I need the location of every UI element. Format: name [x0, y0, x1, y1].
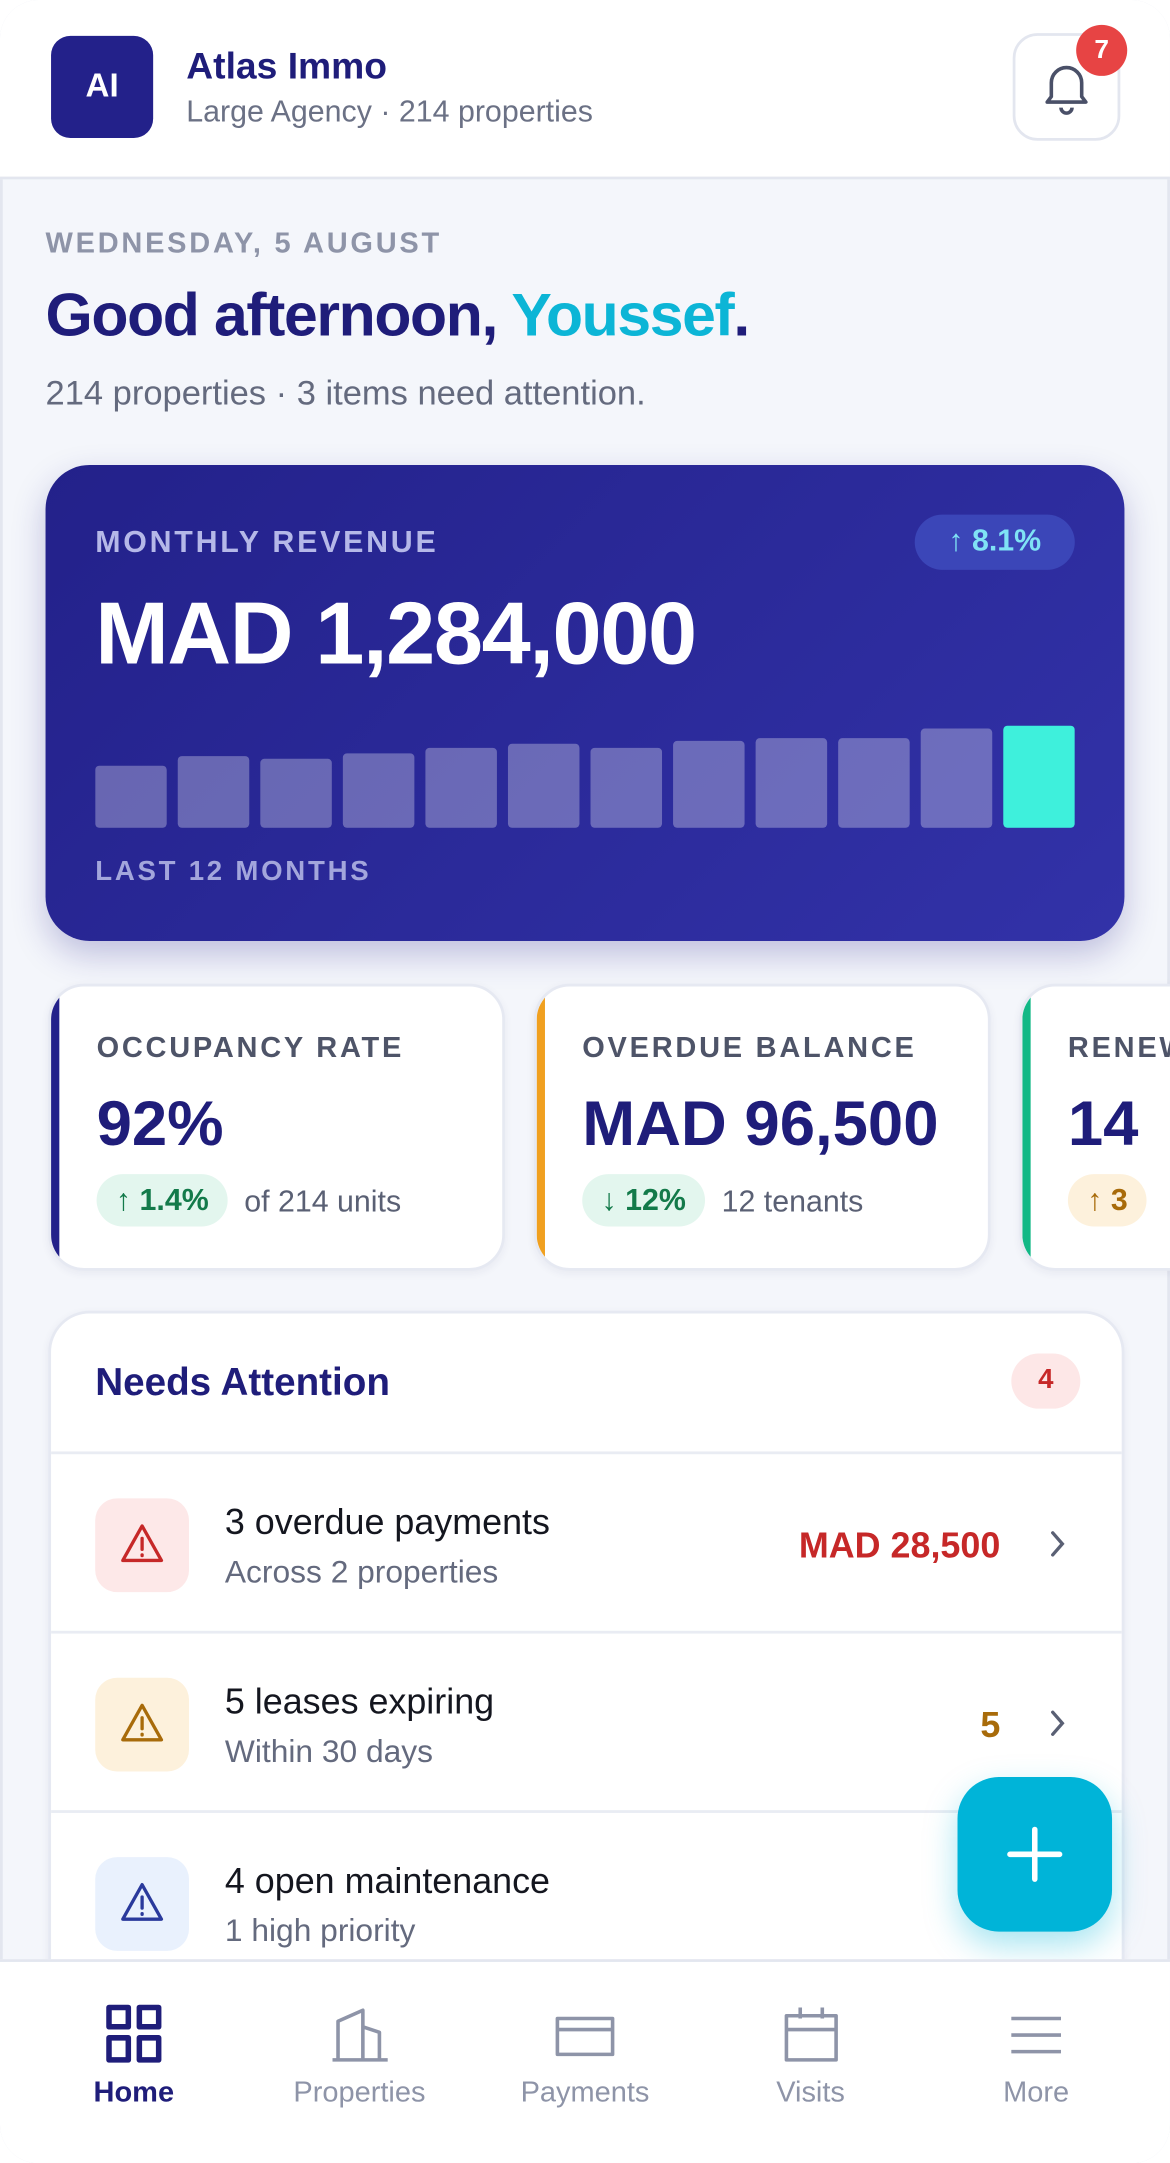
kpi-accent [536, 986, 545, 1268]
chevron [1051, 1531, 1065, 1557]
bar [838, 738, 910, 828]
bar [260, 758, 332, 828]
attention-item[interactable]: 3 overdue payments Across 2 properties MAD… [51, 1451, 1122, 1633]
agency-name: Atlas Immo [186, 45, 388, 87]
item-subtitle: Within 30 days [224, 1732, 434, 1769]
item-value: MAD 28,500 [798, 1524, 1001, 1566]
warning-glyph [121, 1524, 164, 1563]
item-value: 5 [980, 1703, 1001, 1746]
nav-label[interactable]: Visits [776, 2076, 845, 2109]
revenue-chart [95, 725, 1075, 828]
nav-label[interactable]: More [1003, 2076, 1070, 2109]
nav-label[interactable]: Properties [293, 2076, 426, 2109]
chevron-path [1051, 1531, 1065, 1557]
nav-icon[interactable] [325, 2001, 394, 2070]
item-title: 5 leases expiring [224, 1680, 495, 1722]
item-subtitle: Across 2 properties [224, 1553, 499, 1590]
plus-icon [1007, 1826, 1063, 1882]
notification-badge: 7 [1076, 24, 1128, 76]
attention-item[interactable]: 4 open maintenance 1 high priority [51, 1810, 1122, 1992]
kpi-card[interactable]: RENEWALS 14 ↑ 3 [1019, 983, 1170, 1271]
chevron-path [1051, 1710, 1065, 1736]
warning-icon [121, 1883, 164, 1921]
kpi-label: RENEWALS [1067, 1032, 1170, 1064]
header [0, 0, 1170, 180]
bell-icon [1045, 65, 1088, 115]
kpi-change: ↑ 3 [1067, 1174, 1148, 1227]
revenue-label: MONTHLY REVENUE [95, 524, 439, 559]
attention-item[interactable]: 5 leases expiring Within 30 days 5 [51, 1630, 1122, 1813]
bar [342, 753, 415, 828]
nav-icon-path [555, 2016, 615, 2057]
nav-icon-path [331, 2008, 388, 2062]
bar [673, 740, 745, 828]
nav-icon[interactable] [1002, 2001, 1071, 2070]
kpi-note: of 214 units [244, 1183, 402, 1219]
warning-glyph [121, 1703, 164, 1742]
revenue-footer: LAST 12 MONTHS [95, 856, 372, 888]
kpi-value: MAD 96,500 [582, 1087, 939, 1159]
attention-count: 4 [1011, 1353, 1081, 1409]
warning-icon [121, 1703, 164, 1742]
avatar: AI [51, 35, 154, 138]
item-subtitle: 1 high priority [224, 1912, 416, 1949]
kpi-card[interactable]: OCCUPANCY RATE 92% ↑ 1.4% of 214 units [48, 983, 505, 1271]
kpi-value: 14 [1067, 1087, 1139, 1159]
bottom-nav [0, 1959, 1170, 2163]
revenue-value: MAD 1,284,000 [95, 583, 697, 683]
alert-icon [95, 1498, 190, 1593]
kpi-label: OCCUPANCY RATE [96, 1032, 405, 1064]
chevron [1051, 1710, 1065, 1736]
nav-label[interactable]: Payments [520, 2076, 650, 2109]
bar [1003, 725, 1075, 828]
nav-icon-path [106, 2004, 162, 2063]
kpi-note: 12 tenants [721, 1183, 864, 1219]
kpi-value: 92% [96, 1087, 224, 1159]
greeting-text: Good afternoon, [45, 281, 512, 350]
add-button[interactable] [957, 1777, 1113, 1932]
nav-icon[interactable] [776, 2001, 845, 2070]
greeting: Good afternoon, Youssef. [45, 281, 751, 350]
nav-icon[interactable] [551, 2001, 620, 2070]
date: WEDNESDAY, 5 AUGUST [45, 227, 442, 260]
kpi-change: ↓ 12% [582, 1174, 706, 1227]
bar [920, 728, 993, 828]
user-name: Youssef [511, 281, 734, 350]
attention-card: Needs Attention 4 3 overdue payments Acro… [48, 1310, 1125, 2089]
warning-glyph [121, 1883, 164, 1921]
item-title: 4 open maintenance [224, 1859, 550, 1902]
bar [95, 765, 167, 828]
bar [425, 747, 497, 828]
bar [590, 747, 663, 828]
alert-icon [95, 1677, 190, 1772]
nav-label[interactable]: Home [93, 2076, 175, 2109]
bar [177, 756, 250, 828]
nav-icon-path [1011, 2016, 1061, 2054]
alert-icon [95, 1857, 190, 1951]
kpi-card[interactable]: OVERDUE BALANCE MAD 96,500 ↓ 12% 12 tenants [533, 983, 991, 1271]
kpi-accent [51, 986, 60, 1268]
item-title: 3 overdue payments [224, 1501, 550, 1543]
nav-icon-path [783, 2007, 838, 2062]
kpi-accent [1022, 986, 1031, 1268]
nav-icon[interactable] [99, 2001, 168, 2070]
kpi-change: ↑ 1.4% [96, 1174, 229, 1227]
kpi-label: OVERDUE BALANCE [582, 1032, 917, 1064]
summary: 214 properties · 3 items need attention. [45, 373, 646, 413]
greeting-punct: . [733, 281, 750, 350]
warning-icon [121, 1524, 164, 1563]
agency-subtitle: Large Agency · 214 properties [186, 93, 593, 129]
bar [755, 738, 828, 828]
revenue-change: ↑ 8.1% [914, 514, 1075, 570]
attention-title: Needs Attention [95, 1360, 390, 1404]
bar [507, 743, 580, 828]
